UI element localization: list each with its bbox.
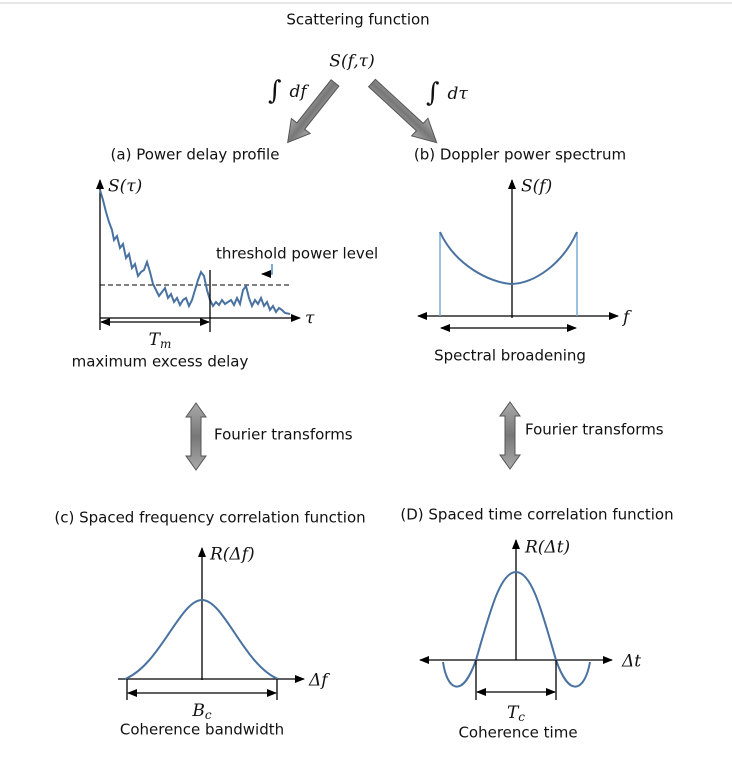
width-label: Coherence bandwidth	[120, 721, 284, 739]
right-integral: ∫ dτ	[426, 78, 468, 108]
y-axis-label: R(Δt)	[524, 538, 570, 558]
width-label: Spectral broadening	[434, 347, 586, 365]
double-arrow	[499, 401, 521, 470]
panel-title: (D) Spaced time correlation function	[400, 506, 673, 524]
title: Scattering function	[286, 11, 429, 29]
y-axis-label: S(τ)	[108, 177, 142, 197]
x-axis-label: Δf	[308, 671, 330, 691]
width-symbol: Tm	[149, 330, 172, 351]
panel-title: (c) Spaced frequency correlation functio…	[54, 509, 365, 527]
transform-label: Fourier transforms	[214, 426, 353, 444]
block-arrow	[367, 78, 438, 144]
x-axis-label: f	[621, 308, 632, 328]
correlation-curve	[442, 570, 591, 688]
width-symbol: Bc	[191, 701, 212, 722]
panel-title: (a) Power delay profile	[111, 146, 280, 164]
x-axis-label: τ	[305, 309, 315, 329]
power-profile-curve	[99, 189, 291, 315]
center-label: S(f,τ)	[329, 52, 374, 72]
double-arrow	[185, 402, 207, 471]
panel-title: (b) Doppler power spectrum	[414, 146, 626, 164]
transform-label: Fourier transforms	[525, 421, 664, 439]
width-symbol: Tc	[507, 703, 525, 724]
doppler-curve	[439, 231, 578, 286]
left-integral: ∫ df	[268, 76, 309, 106]
width-label: maximum excess delay	[72, 353, 249, 371]
annotation: threshold power level	[216, 245, 378, 263]
block-arrow	[287, 79, 340, 144]
annotation-pointer	[261, 264, 273, 278]
y-axis-label: R(Δf)	[209, 545, 255, 565]
y-axis-label: S(f)	[521, 177, 552, 197]
width-label: Coherence time	[458, 724, 577, 742]
x-axis-label: Δt	[621, 652, 641, 672]
correlation-curve	[124, 598, 279, 680]
